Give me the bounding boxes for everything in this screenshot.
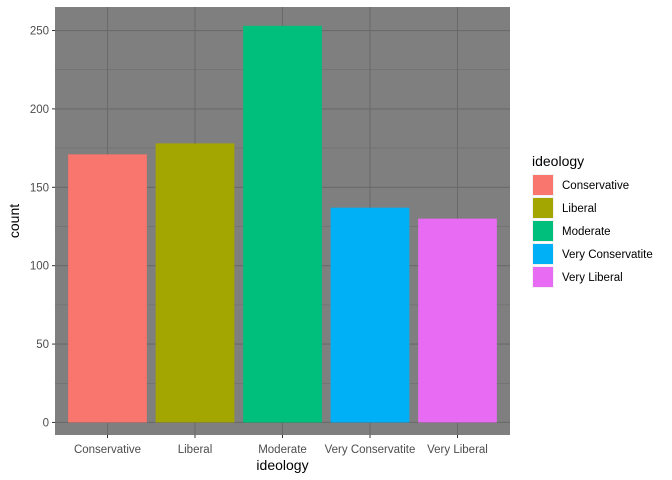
- y-tick-label: 0: [43, 417, 49, 429]
- x-tick-label: Moderate: [258, 444, 307, 456]
- legend-label: Moderate: [562, 226, 611, 238]
- bars: [68, 25, 497, 423]
- x-tick-label: Very Liberal: [427, 444, 488, 456]
- bar-moderate: [243, 25, 322, 423]
- legend: ideology Conservative Liberal Moderate Very…: [532, 153, 653, 288]
- x-axis-ticks: Conservative Liberal Moderate Very Conserva…: [74, 435, 488, 456]
- y-tick-label: 150: [30, 182, 49, 194]
- y-axis-ticks: 0 50 100 150 200 250: [30, 26, 55, 429]
- legend-label: Very Conservatite: [562, 249, 653, 261]
- y-tick-label: 250: [30, 26, 49, 38]
- x-axis-title: ideology: [256, 457, 308, 473]
- legend-swatch: [533, 175, 553, 195]
- legend-swatch: [533, 198, 553, 218]
- x-tick-label: Very Conservatite: [325, 444, 416, 456]
- legend-swatch: [533, 244, 553, 264]
- bar-conservative: [68, 154, 147, 423]
- legend-title: ideology: [532, 153, 584, 169]
- y-tick-label: 100: [30, 261, 49, 273]
- legend-label: Very Liberal: [562, 272, 623, 284]
- legend-label: Conservative: [562, 180, 629, 192]
- bar-liberal: [155, 143, 235, 423]
- y-tick-label: 200: [30, 104, 49, 116]
- x-tick-label: Liberal: [178, 444, 213, 456]
- bar-very-liberal: [418, 218, 497, 423]
- legend-swatch: [533, 267, 553, 287]
- y-axis-title: count: [6, 204, 22, 238]
- x-tick-label: Conservative: [74, 444, 141, 456]
- legend-label: Liberal: [562, 203, 597, 215]
- legend-swatch: [533, 221, 553, 241]
- bar-very-conservatite: [330, 207, 410, 423]
- y-tick-label: 50: [36, 339, 49, 351]
